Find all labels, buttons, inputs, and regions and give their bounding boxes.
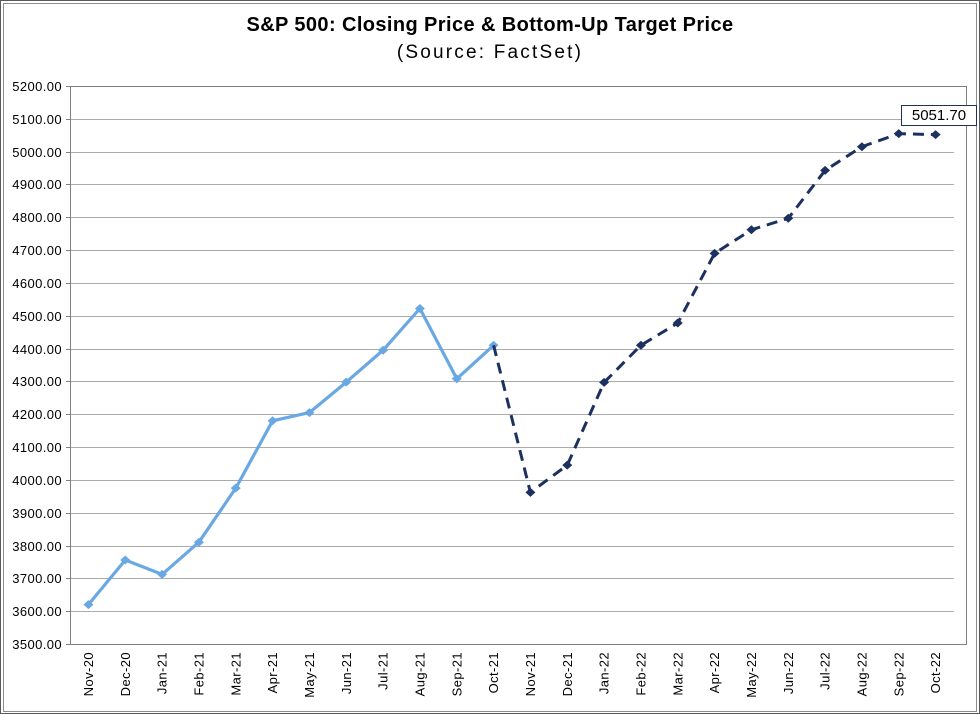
data-point-marker-bottom-up-target-price <box>709 248 720 258</box>
data-point-marker-bottom-up-target-price <box>856 142 867 152</box>
y-axis-label: 4800.00 <box>12 210 62 225</box>
x-axis-label: Sep-21 <box>449 652 464 696</box>
data-point-marker-bottom-up-target-price <box>599 377 610 387</box>
data-point-marker-bottom-up-target-price <box>672 318 683 328</box>
x-axis-label: Nov-21 <box>523 652 538 696</box>
y-axis-label: 3600.00 <box>12 604 62 619</box>
y-axis-label: 5000.00 <box>12 145 62 160</box>
x-axis-label: May-22 <box>744 652 759 698</box>
x-axis-label: Jun-22 <box>781 652 796 694</box>
data-point-marker-closing-price <box>193 537 204 547</box>
data-point-marker-closing-price <box>451 374 462 384</box>
x-axis-label: Feb-21 <box>191 652 206 696</box>
x-axis-label: May-21 <box>302 652 317 698</box>
x-axis-label: Oct-22 <box>928 652 943 693</box>
x-axis-label: Apr-22 <box>707 652 722 693</box>
data-point-marker-bottom-up-target-price <box>820 165 831 175</box>
x-axis-label: Apr-21 <box>265 652 280 693</box>
data-point-marker-closing-price <box>378 345 389 355</box>
y-axis-label: 4900.00 <box>12 177 62 192</box>
y-axis-label: 3900.00 <box>12 506 62 521</box>
data-point-marker-closing-price <box>341 377 352 387</box>
data-point-marker-closing-price <box>414 304 425 314</box>
x-axis-label: Jul-22 <box>818 652 833 690</box>
x-axis-label: Aug-21 <box>412 652 427 696</box>
data-point-marker-closing-price <box>120 555 131 565</box>
data-point-marker-bottom-up-target-price <box>783 213 794 223</box>
data-point-marker-bottom-up-target-price <box>746 225 757 235</box>
x-axis-label: Feb-22 <box>633 652 648 696</box>
y-axis-label: 4200.00 <box>12 407 62 422</box>
x-axis-label: Mar-22 <box>670 652 685 696</box>
x-axis-label: Jan-21 <box>155 652 170 694</box>
data-point-marker-bottom-up-target-price <box>525 487 536 497</box>
y-axis-label: 4400.00 <box>12 342 62 357</box>
y-axis-label: 3700.00 <box>12 571 62 586</box>
y-axis-label: 4700.00 <box>12 243 62 258</box>
data-point-marker-bottom-up-target-price <box>562 460 573 470</box>
plot-border <box>70 86 967 645</box>
chart-subtitle: (Source: FactSet) <box>396 42 584 63</box>
x-axis-label: Sep-22 <box>891 652 906 696</box>
y-axis-label: 3800.00 <box>12 539 62 554</box>
y-axis-label: 3500.00 <box>12 637 62 652</box>
data-point-marker-closing-price <box>304 408 315 418</box>
chart-title: S&P 500: Closing Price & Bottom-Up Targe… <box>246 14 734 36</box>
x-axis-label: Dec-21 <box>560 652 575 696</box>
x-axis-label: Mar-21 <box>228 652 243 696</box>
series-line-closing-price <box>86 306 496 607</box>
x-axis-label: Oct-21 <box>486 652 501 693</box>
y-axis-label: 5100.00 <box>12 112 62 127</box>
data-point-marker-closing-price <box>267 416 278 426</box>
x-axis-label: Dec-20 <box>118 652 133 696</box>
x-axis-label: Jul-21 <box>376 652 391 690</box>
last-value-label: 5051.70 <box>901 105 977 126</box>
y-axis-label: 4300.00 <box>12 374 62 389</box>
data-point-marker-closing-price <box>83 600 94 610</box>
x-axis-label: Nov-20 <box>81 652 96 696</box>
y-axis-label: 4500.00 <box>12 309 62 324</box>
data-point-marker-bottom-up-target-price <box>930 130 941 140</box>
series-line-bottom-up-target-price <box>492 132 936 494</box>
y-axis-label: 5200.00 <box>12 79 62 94</box>
data-point-marker-closing-price <box>230 483 241 493</box>
x-axis-label: Jun-21 <box>339 652 354 694</box>
data-point-marker-bottom-up-target-price <box>635 340 646 350</box>
data-point-marker-bottom-up-target-price <box>893 129 904 139</box>
y-axis-label: 4000.00 <box>12 473 62 488</box>
y-axis-label: 4600.00 <box>12 276 62 291</box>
x-axis-label: Aug-22 <box>854 652 869 696</box>
y-axis-label: 4100.00 <box>12 440 62 455</box>
data-point-marker-closing-price <box>157 569 168 579</box>
x-axis-label: Jan-22 <box>597 652 612 694</box>
